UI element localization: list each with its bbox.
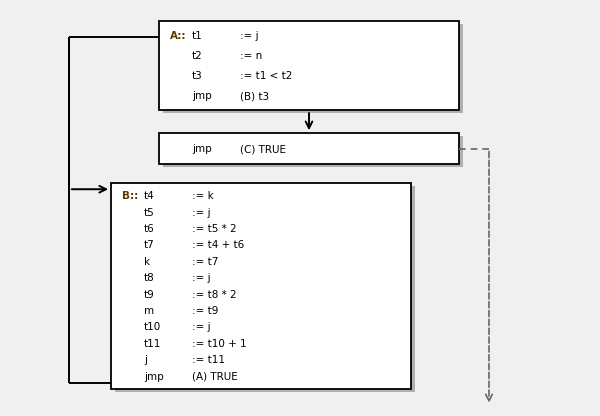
Text: t3: t3 <box>192 71 203 81</box>
Text: t9: t9 <box>144 290 155 300</box>
Text: := t10 + 1: := t10 + 1 <box>192 339 247 349</box>
Text: (A) TRUE: (A) TRUE <box>192 371 238 381</box>
Text: := t7: := t7 <box>192 257 218 267</box>
Bar <box>111 183 411 389</box>
Text: t10: t10 <box>144 322 161 332</box>
Text: A::: A:: <box>170 31 187 41</box>
Text: t8: t8 <box>144 273 155 283</box>
Text: (C) TRUE: (C) TRUE <box>240 144 286 154</box>
Text: jmp: jmp <box>192 91 212 101</box>
Text: k: k <box>144 257 150 267</box>
Bar <box>159 21 459 110</box>
Bar <box>159 133 459 164</box>
Text: jmp: jmp <box>192 144 212 154</box>
Text: := j: := j <box>192 322 211 332</box>
Text: := t5 * 2: := t5 * 2 <box>192 224 236 234</box>
Bar <box>115 186 415 392</box>
Text: := n: := n <box>240 51 262 61</box>
Text: t6: t6 <box>144 224 155 234</box>
Text: t4: t4 <box>144 191 155 201</box>
Bar <box>163 24 463 113</box>
Text: jmp: jmp <box>144 371 164 381</box>
Text: t2: t2 <box>192 51 203 61</box>
Text: m: m <box>144 306 154 316</box>
Text: := t4 + t6: := t4 + t6 <box>192 240 244 250</box>
Text: := j: := j <box>192 273 211 283</box>
Text: t5: t5 <box>144 208 155 218</box>
Text: t11: t11 <box>144 339 161 349</box>
Text: := t11: := t11 <box>192 355 225 365</box>
Bar <box>163 136 463 167</box>
Text: := j: := j <box>192 208 211 218</box>
Text: := k: := k <box>192 191 214 201</box>
Text: t1: t1 <box>192 31 203 41</box>
Text: := t8 * 2: := t8 * 2 <box>192 290 236 300</box>
Text: (B) t3: (B) t3 <box>240 91 269 101</box>
Text: := j: := j <box>240 31 259 41</box>
Text: j: j <box>144 355 147 365</box>
Text: := t1 < t2: := t1 < t2 <box>240 71 292 81</box>
Text: B::: B:: <box>122 191 138 201</box>
Text: := t9: := t9 <box>192 306 218 316</box>
Text: t7: t7 <box>144 240 155 250</box>
